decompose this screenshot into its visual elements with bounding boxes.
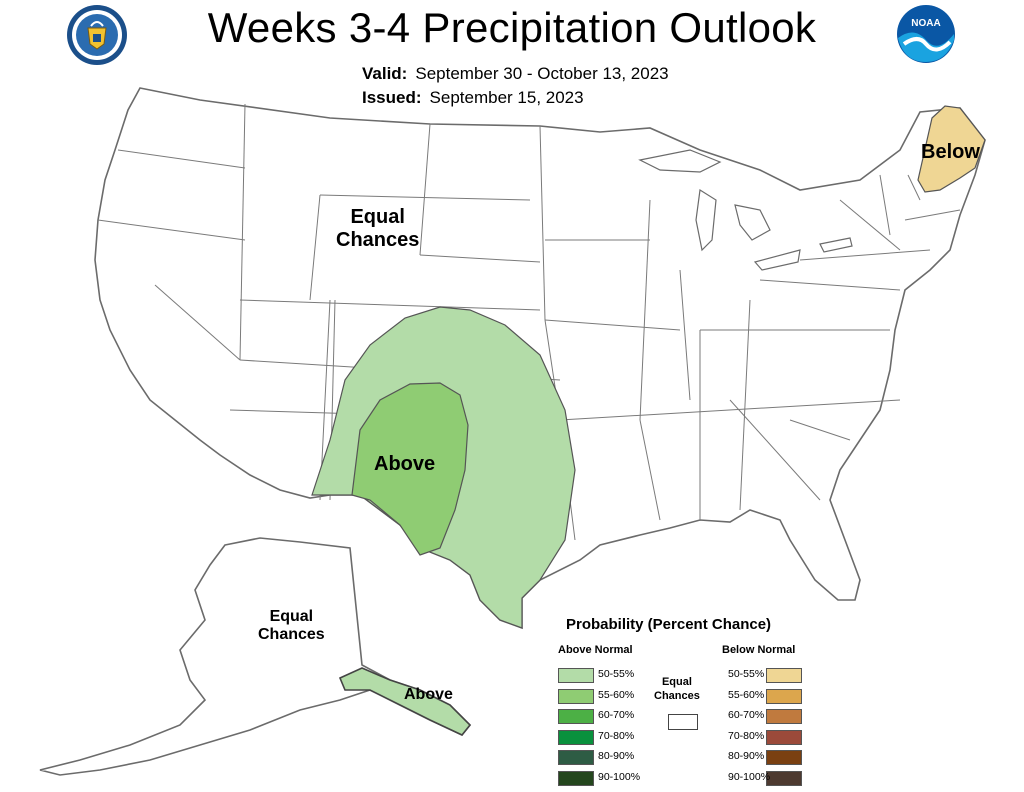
valid-dates: September 30 - October 13, 2023: [415, 64, 669, 83]
legend-above-swatch: [558, 770, 594, 786]
conus-equal-line1: Equal: [350, 206, 405, 228]
legend-above-label: 70-80%: [598, 729, 635, 742]
legend-above-swatch: [558, 688, 594, 704]
legend-below-label: 90-100%: [728, 770, 771, 783]
legend-below-swatch: [766, 688, 802, 704]
valid-line: Valid: September 30 - October 13, 2023: [362, 64, 669, 84]
legend-below-swatch: [766, 668, 802, 683]
legend-above-swatch: [558, 729, 594, 745]
valid-label: Valid:: [362, 64, 408, 83]
below-50-55-region: [917, 105, 986, 193]
noaa-logo-icon: NOAA: [896, 4, 956, 64]
alaska-land: [39, 537, 472, 776]
legend-above-label: 50-55%: [598, 668, 635, 680]
legend-above-label: 55-60%: [598, 688, 635, 701]
above-55-60-region: [351, 382, 469, 556]
legend-below-swatch: [766, 709, 802, 724]
legend-above-header: Above Normal: [558, 644, 633, 656]
legend-equal-chances-label: Equal Chances: [654, 676, 700, 704]
department-of-commerce-seal-icon: [66, 4, 128, 66]
legend-below-swatch: [766, 770, 802, 786]
legend-equal-chances-swatch: [668, 714, 698, 730]
legend-below-label: 50-55%: [728, 668, 765, 680]
legend-below-header: Below Normal: [722, 644, 796, 656]
legend-below-label: 55-60%: [728, 688, 765, 701]
alaska-equal-line2: Chances: [258, 626, 325, 644]
noaa-logo-text: NOAA: [911, 18, 940, 29]
legend-below-swatch: [766, 729, 802, 745]
northeast-below-label: Below: [921, 141, 980, 163]
legend-above-swatch: [558, 709, 594, 724]
issued-label: Issued:: [362, 88, 422, 107]
legend-above-label: 90-100%: [598, 770, 641, 783]
legend-above-swatch: [558, 668, 594, 683]
issued-date: September 15, 2023: [429, 88, 584, 107]
legend-above-swatch: [558, 750, 594, 765]
great-lakes: [638, 149, 853, 271]
conus-equal-line2: Chances: [336, 229, 420, 251]
conus-above-label: Above: [374, 453, 436, 475]
probability-legend: Probability (Percent Chance) Above Norma…: [556, 616, 806, 786]
legend-above-label: 60-70%: [598, 709, 635, 721]
map-title: Weeks 3-4 Precipitation Outlook: [207, 4, 817, 51]
state-boundaries: [97, 103, 961, 541]
alaska-above-label: Above: [404, 686, 453, 703]
legend-equal-line1: Equal: [661, 676, 692, 688]
legend-below-label: 80-90%: [728, 750, 765, 762]
alaska-equal-chances-label: Equal Chances: [258, 608, 325, 645]
legend-below-label: 70-80%: [728, 729, 765, 742]
legend-above-label: 80-90%: [598, 750, 635, 762]
conus-equal-chances-label: Equal Chances: [336, 206, 419, 252]
alaska-above-region: [338, 667, 472, 736]
legend-below-swatch: [766, 750, 802, 765]
alaska-equal-line1: Equal: [269, 608, 314, 625]
legend-equal-line2: Chances: [654, 689, 700, 702]
legend-title: Probability (Percent Chance): [566, 616, 772, 633]
issued-line: Issued: September 15, 2023: [362, 88, 584, 108]
legend-below-label: 60-70%: [728, 709, 765, 721]
